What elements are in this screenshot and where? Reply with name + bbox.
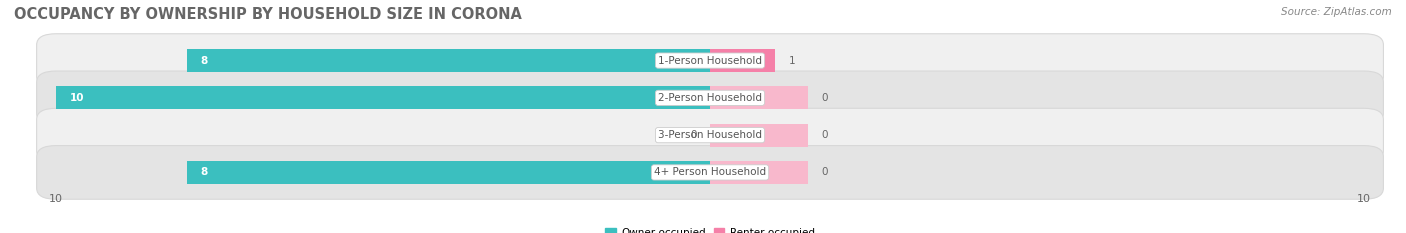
FancyBboxPatch shape bbox=[37, 108, 1384, 162]
Bar bbox=[187, 49, 710, 72]
Bar bbox=[187, 161, 710, 184]
Text: 8: 8 bbox=[200, 56, 207, 65]
Bar bbox=[710, 49, 776, 72]
Text: 0: 0 bbox=[821, 93, 828, 103]
Text: OCCUPANCY BY OWNERSHIP BY HOUSEHOLD SIZE IN CORONA: OCCUPANCY BY OWNERSHIP BY HOUSEHOLD SIZE… bbox=[14, 7, 522, 22]
Text: 3-Person Household: 3-Person Household bbox=[658, 130, 762, 140]
Text: Source: ZipAtlas.com: Source: ZipAtlas.com bbox=[1281, 7, 1392, 17]
Legend: Owner-occupied, Renter-occupied: Owner-occupied, Renter-occupied bbox=[602, 224, 818, 233]
Text: 10: 10 bbox=[69, 93, 84, 103]
Bar bbox=[710, 123, 808, 147]
Text: 2-Person Household: 2-Person Household bbox=[658, 93, 762, 103]
FancyBboxPatch shape bbox=[37, 146, 1384, 199]
Text: 4+ Person Household: 4+ Person Household bbox=[654, 168, 766, 177]
Text: 1-Person Household: 1-Person Household bbox=[658, 56, 762, 65]
Text: 0: 0 bbox=[690, 130, 697, 140]
Text: 0: 0 bbox=[821, 168, 828, 177]
FancyBboxPatch shape bbox=[37, 34, 1384, 87]
Text: 0: 0 bbox=[821, 130, 828, 140]
Bar bbox=[710, 161, 808, 184]
FancyBboxPatch shape bbox=[37, 71, 1384, 125]
Bar bbox=[710, 86, 808, 110]
Text: 8: 8 bbox=[200, 168, 207, 177]
Text: 1: 1 bbox=[789, 56, 796, 65]
Bar bbox=[56, 86, 710, 110]
